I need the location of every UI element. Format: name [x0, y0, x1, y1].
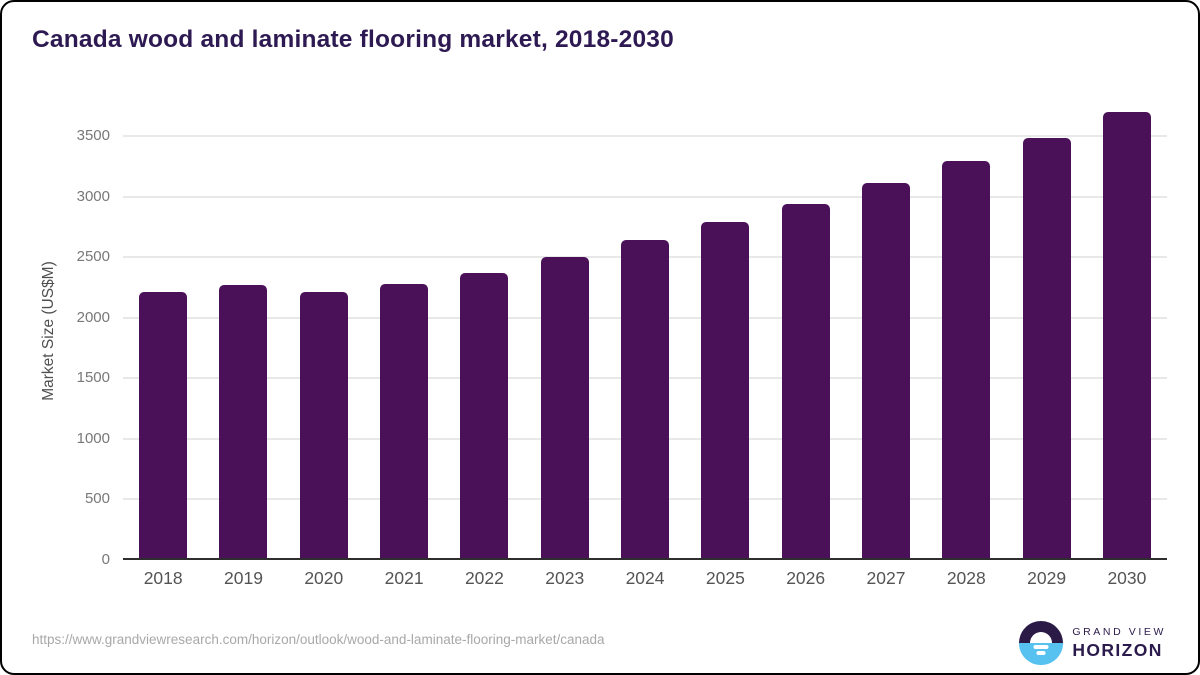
gridline-3000: [123, 195, 1167, 198]
bar-2022: [460, 272, 509, 560]
bar-cell-2021: [364, 102, 444, 560]
bars: [123, 102, 1167, 560]
horizon-sun-icon: [1019, 621, 1064, 665]
x-tick-2022: 2022: [464, 568, 504, 588]
bar-cell-2030: [1087, 102, 1167, 560]
bar-2028: [942, 161, 991, 560]
bar-2024: [621, 240, 670, 560]
x-axis-labels: 2018 2019 2020 2021 2022 2023 2024 2025 2026 2027…: [123, 568, 1167, 589]
bar-2029: [1022, 138, 1071, 560]
plot-area: [123, 102, 1167, 560]
bar-cell-2025: [685, 102, 765, 560]
bar-cell-2019: [203, 102, 283, 560]
bar-cell-2027: [846, 102, 926, 560]
bar-cell-2023: [525, 102, 605, 560]
reflection-line-1: [1033, 645, 1049, 649]
y-tick-2000: 2000: [76, 308, 110, 326]
y-tick-1500: 1500: [76, 369, 110, 387]
bar-2025: [701, 222, 750, 560]
x-tick-2030: 2030: [1107, 568, 1147, 588]
y-tick-2500: 2500: [76, 248, 110, 266]
y-axis-labels: 0 500 1000 1500 2000 2500 3000 3500: [2, 102, 110, 568]
reflection-line-2: [1036, 651, 1046, 655]
bar-cell-2020: [284, 102, 364, 560]
y-tick-0: 0: [101, 551, 110, 568]
bar-cell-2029: [1006, 102, 1086, 560]
bar-cell-2018: [123, 102, 203, 560]
y-tick-3500: 3500: [76, 127, 110, 144]
bar-2026: [781, 203, 830, 560]
x-tick-2027: 2027: [866, 568, 906, 588]
x-tick-2025: 2025: [705, 568, 745, 588]
bar-2021: [380, 283, 429, 560]
bar-2018: [139, 292, 188, 560]
source-url: https://www.grandviewresearch.com/horizo…: [32, 632, 605, 647]
x-tick-2018: 2018: [143, 568, 183, 588]
bar-cell-2022: [444, 102, 524, 560]
bar-2027: [861, 183, 910, 560]
bar-2020: [299, 292, 348, 560]
bar-2023: [540, 257, 589, 560]
chart-title: Canada wood and laminate flooring market…: [32, 26, 674, 53]
x-tick-2023: 2023: [545, 568, 585, 588]
gridline-3500: [123, 135, 1167, 137]
y-tick-3000: 3000: [76, 187, 110, 205]
y-tick-500: 500: [84, 490, 110, 508]
x-tick-2028: 2028: [946, 568, 986, 588]
x-tick-2020: 2020: [304, 568, 344, 588]
x-tick-2024: 2024: [625, 568, 665, 588]
logo-text: GRAND VIEW HORIZON: [1072, 627, 1166, 659]
x-tick-2021: 2021: [384, 568, 424, 588]
x-tick-2019: 2019: [224, 568, 263, 588]
bar-cell-2028: [926, 102, 1006, 560]
bar-cell-2026: [766, 102, 846, 560]
bar-cell-2024: [605, 102, 685, 560]
bar-2019: [219, 285, 268, 560]
bar-2030: [1102, 111, 1151, 560]
x-tick-2029: 2029: [1027, 568, 1067, 588]
brand-logo: GRAND VIEW HORIZON: [1019, 621, 1166, 665]
x-axis-line: [123, 558, 1167, 560]
y-tick-1000: 1000: [76, 429, 110, 447]
x-tick-2026: 2026: [786, 568, 826, 588]
logo-text-horizon: HORIZON: [1072, 639, 1163, 660]
logo-text-grand-view: GRAND VIEW: [1072, 626, 1166, 638]
